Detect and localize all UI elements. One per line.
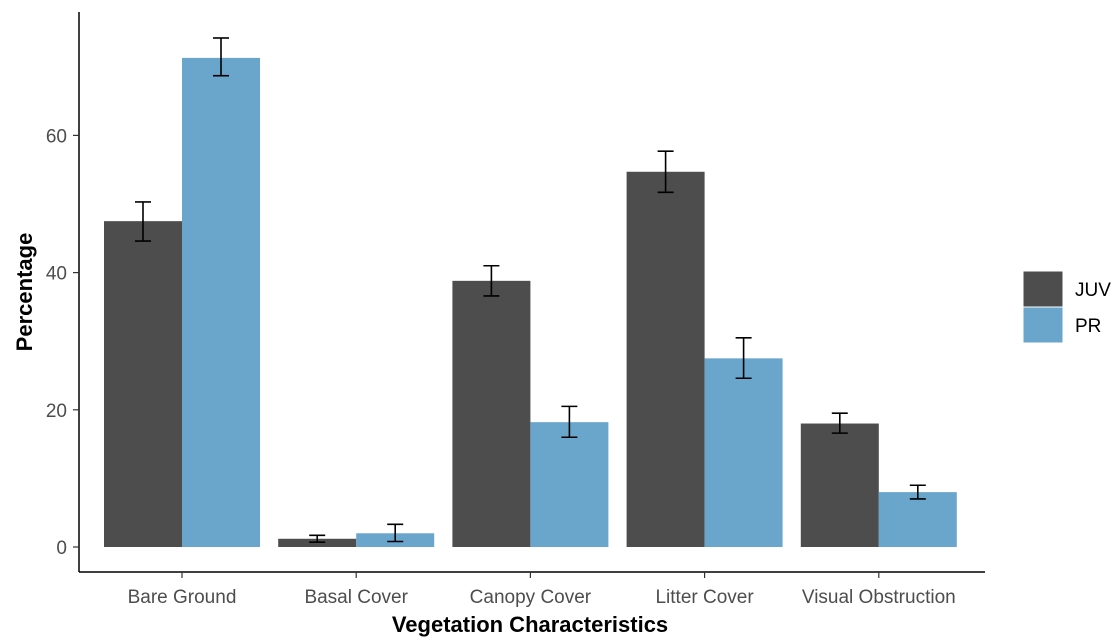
bar-juv-0 <box>104 221 182 547</box>
x-tick-label: Canopy Cover <box>470 587 592 608</box>
x-tick-label: Bare Ground <box>128 587 237 608</box>
bar-pr-4 <box>878 492 957 547</box>
error-bars-layer <box>135 37 926 543</box>
bar-juv-2 <box>452 280 531 547</box>
bar-juv-3 <box>626 171 705 547</box>
legend-label-pr: PR <box>1075 316 1101 337</box>
y-tick-label: 60 <box>46 126 67 147</box>
x-axis-title: Vegetation Characteristics <box>392 612 668 637</box>
legend-label-juv: JUV <box>1075 280 1111 301</box>
y-tick-label: 20 <box>46 401 67 422</box>
x-tick-label: Visual Obstruction <box>802 587 956 608</box>
x-tick-label: Basal Cover <box>304 587 408 608</box>
y-tick-label: 40 <box>46 264 67 285</box>
bar-pr-2 <box>530 422 609 547</box>
y-axis-title: Percentage <box>12 233 37 352</box>
legend: JUV PR <box>1022 270 1111 344</box>
bar-pr-0 <box>182 57 260 548</box>
bars-layer <box>104 57 957 548</box>
y-tick-label: 0 <box>56 538 67 559</box>
legend-swatch-pr <box>1022 306 1064 344</box>
legend-swatch-juv <box>1022 270 1064 308</box>
x-axis-ticks: Bare Ground Basal Cover Canopy Cover Litter… <box>128 572 956 608</box>
bar-pr-3 <box>704 358 783 547</box>
bar-juv-4 <box>800 423 879 547</box>
x-tick-label: Litter Cover <box>655 587 754 608</box>
y-axis-ticks: 0 20 40 60 <box>46 126 79 559</box>
